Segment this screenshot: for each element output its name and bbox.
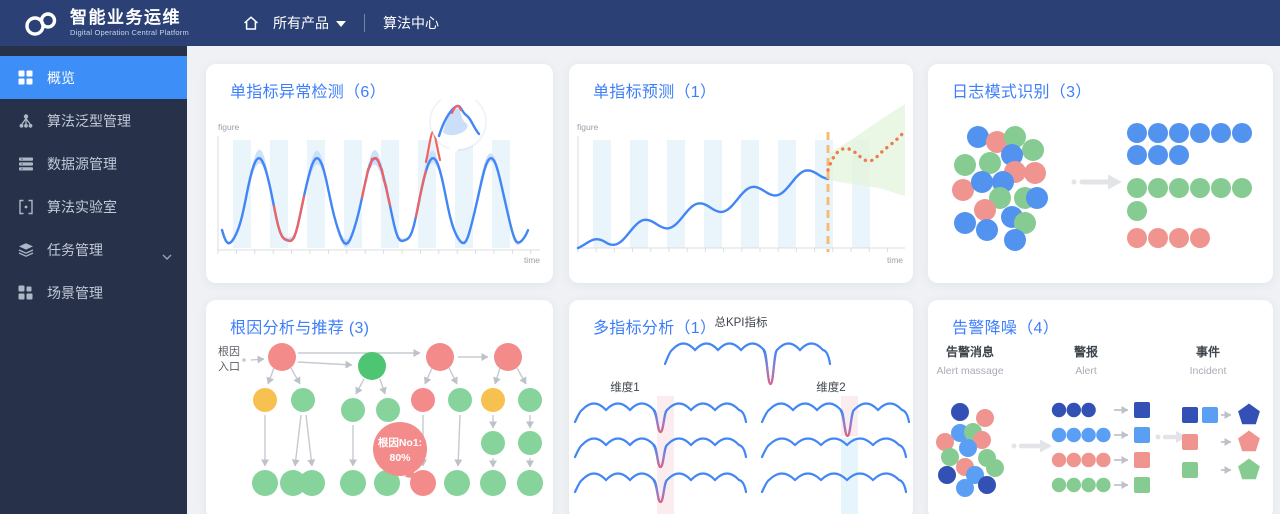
card-multi-metric[interactable]: 多指标分析（1） 总KPI指标 维度1 维度2	[569, 300, 913, 514]
grid-icon	[17, 69, 34, 86]
x-axis-label: time	[887, 255, 903, 265]
brand-title: 智能业务运维	[70, 8, 181, 28]
sidebar-item-label: 概览	[47, 69, 75, 86]
nav-all-products[interactable]: 所有产品	[264, 0, 355, 46]
nav-divider	[364, 14, 365, 32]
sidebar: 概览 算法泛型管理 数据源管理 算法实验室 任务管理	[0, 46, 187, 514]
chevron-down-icon	[162, 247, 172, 263]
card-alert-noise[interactable]: 告警降噪（4） 告警消息 Alert massage 警报 Alert 事件 I…	[928, 300, 1273, 514]
log-pattern-illustration	[952, 123, 1252, 251]
chevron-down-icon	[336, 21, 346, 27]
dim1-label: 维度1	[610, 380, 639, 394]
home-icon-glyph	[244, 16, 258, 30]
alert-col1-zh: 告警消息	[946, 344, 994, 359]
forecast-chart-illustration: figure time	[576, 104, 905, 265]
card-forecast[interactable]: 单指标预测（1） figure time	[569, 64, 913, 283]
card-title: 告警降噪（4）	[952, 320, 1059, 337]
y-axis-label: figure	[577, 122, 599, 132]
x-axis-label: time	[524, 255, 540, 265]
lab-icon	[17, 198, 34, 215]
sidebar-item-label: 场景管理	[47, 284, 103, 301]
multi-metric-illustration: 总KPI指标 维度1 维度2	[573, 315, 911, 514]
nav-all-products-label: 所有产品	[273, 15, 329, 31]
alert-col3-en: Incident	[1190, 365, 1227, 377]
sidebar-item-datasource[interactable]: 数据源管理	[0, 142, 187, 185]
y-axis-label: figure	[218, 122, 240, 132]
card-log-pattern[interactable]: 日志模式识别（3）	[928, 64, 1273, 283]
entry-label-line1: 根因	[218, 344, 240, 358]
card-title: 日志模式识别（3）	[952, 84, 1092, 101]
sidebar-item-label: 任务管理	[47, 241, 103, 258]
bubble-text-line2: 80%	[389, 452, 411, 464]
anomaly-chart-illustration: figure time	[217, 100, 540, 265]
alert-col2-en: Alert	[1075, 365, 1097, 377]
entry-label-line2: 入口	[218, 361, 240, 373]
brand-subtitle: Digital Operation Central Platform	[70, 27, 189, 37]
brand-text: 智能业务运维 Digital Operation Central Platfor…	[70, 9, 189, 37]
card-title: 根因分析与推荐 (3)	[230, 320, 370, 337]
layers-icon	[17, 241, 34, 258]
main-content: 单指标异常检测（6） figure time 单指标预测（1） figure t…	[187, 46, 1280, 514]
alert-col1-en: Alert massage	[936, 365, 1003, 377]
card-title: 多指标分析（1）	[593, 320, 717, 337]
nav-algorithm-center[interactable]: 算法中心	[374, 0, 448, 46]
sidebar-item-algorithm-generic[interactable]: 算法泛型管理	[0, 99, 187, 142]
card-root-cause[interactable]: 根因分析与推荐 (3) 根因 入口 根因No1: 80%	[206, 300, 553, 514]
bubble-text-line1: 根因No1:	[378, 436, 422, 449]
datasource-icon	[17, 155, 34, 172]
alert-noise-illustration: 告警消息 Alert massage 警报 Alert 事件 Incident	[936, 344, 1260, 497]
dashboard-icon	[17, 284, 34, 301]
brand[interactable]: 智能业务运维 Digital Operation Central Platfor…	[0, 8, 220, 38]
root-cause-illustration: 根因 入口 根因No1: 80%	[218, 343, 543, 496]
sidebar-item-lab[interactable]: 算法实验室	[0, 185, 187, 228]
top-navbar: 智能业务运维 Digital Operation Central Platfor…	[0, 0, 1280, 46]
alert-col2-zh: 警报	[1073, 344, 1098, 359]
sidebar-item-label: 算法泛型管理	[47, 112, 131, 129]
nav-algorithm-center-label: 算法中心	[383, 15, 439, 31]
kpi-label: 总KPI指标	[714, 315, 767, 329]
sidebar-item-tasks[interactable]: 任务管理	[0, 228, 187, 271]
card-anomaly-detection[interactable]: 单指标异常检测（6） figure time	[206, 64, 553, 283]
sidebar-item-overview[interactable]: 概览	[0, 56, 187, 99]
sidebar-item-label: 数据源管理	[47, 155, 117, 172]
home-icon[interactable]	[238, 10, 264, 36]
hierarchy-icon	[17, 112, 34, 129]
card-title: 单指标异常检测（6）	[230, 84, 386, 101]
card-title: 单指标预测（1）	[593, 84, 717, 101]
dim2-label: 维度2	[816, 380, 845, 394]
sidebar-item-label: 算法实验室	[47, 198, 117, 215]
sidebar-item-scenes[interactable]: 场景管理	[0, 271, 187, 314]
alert-col3-zh: 事件	[1196, 344, 1220, 359]
logo-cloud-icon	[25, 12, 57, 36]
